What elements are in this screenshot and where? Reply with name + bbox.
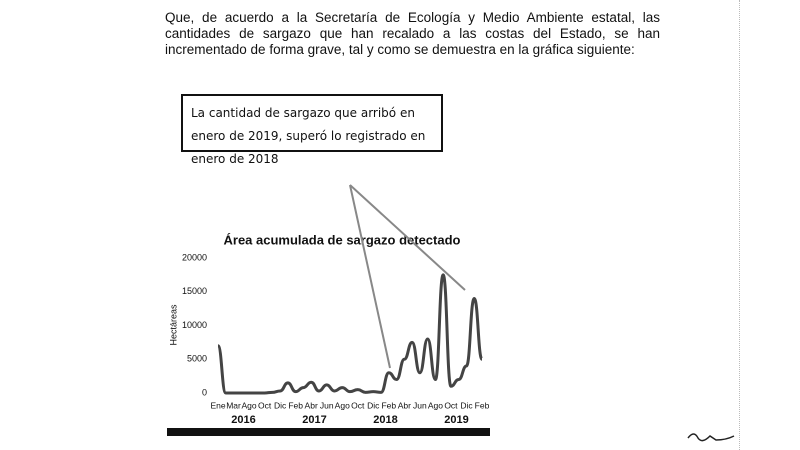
- x-tick-label: Feb: [288, 400, 303, 410]
- signature: [687, 433, 735, 442]
- x-tick-label: Jun: [413, 400, 427, 410]
- y-tick-label: 0: [202, 387, 207, 397]
- y-tick-label: 10000: [182, 320, 207, 330]
- y-tick-label: 5000: [187, 354, 207, 364]
- x-tick-label: Feb: [475, 400, 490, 410]
- x-tick-label: Ene: [210, 400, 225, 410]
- page-edge: [739, 0, 800, 450]
- x-tick-label: Oct: [444, 400, 458, 410]
- year-label: 2016: [231, 414, 255, 426]
- x-tick-label: Ago: [241, 400, 256, 410]
- chart-title: Área acumulada de sargazo detectado: [224, 232, 461, 247]
- callout: La cantidad de sargazo que arribó en ene…: [181, 94, 443, 166]
- x-tick-label: Dic: [367, 400, 380, 410]
- x-tick-label: Ago: [428, 400, 443, 410]
- x-tick-label: Feb: [381, 400, 396, 410]
- x-tick-label: Mar: [226, 400, 241, 410]
- year-label: 2019: [444, 414, 468, 426]
- y-tick-label: 15000: [182, 286, 207, 296]
- x-tick-label: Jun: [320, 400, 334, 410]
- x-tick-label: Ago: [335, 400, 350, 410]
- year-label: 2017: [302, 414, 326, 426]
- x-tick-label: Dic: [460, 400, 473, 410]
- y-axis-label: Hectáreas: [168, 304, 178, 346]
- x-tick-label: Oct: [258, 400, 272, 410]
- x-tick-label: Dic: [274, 400, 287, 410]
- year-label: 2018: [373, 414, 397, 426]
- x-tick-label: Abr: [305, 400, 318, 410]
- y-tick-label: 20000: [182, 252, 207, 262]
- arrow: [349, 184, 466, 291]
- data-line: [216, 273, 484, 395]
- x-tick-label: Abr: [398, 400, 411, 410]
- x-tick-label: Oct: [351, 400, 365, 410]
- arrow: [349, 184, 391, 369]
- paragraph: Que, de acuerdo a la Secretaría de Ecolo…: [165, 10, 660, 57]
- year-bar: [167, 428, 490, 436]
